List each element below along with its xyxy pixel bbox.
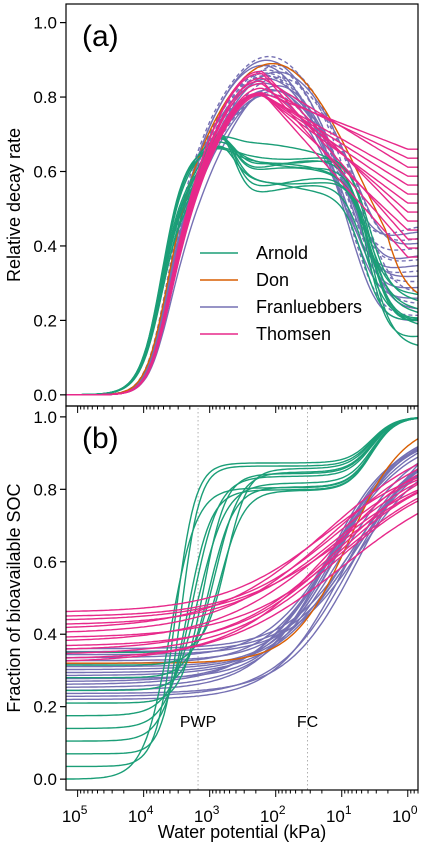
- y-tick-label: 0.0: [33, 386, 57, 405]
- series-line-franluebbers: [66, 471, 418, 650]
- panel-b: 0.0 0.2 0.4 0.6 0.8 1.0 105 104 103 102 101 100 PWP F…: [4, 405, 419, 842]
- series-line-thomsen: [66, 489, 418, 641]
- y-axis-label: Relative decay rate: [4, 128, 24, 282]
- series-line-franluebbers: [66, 480, 418, 656]
- x-tick-label: 100: [392, 803, 418, 826]
- series-line-thomsen: [66, 477, 418, 613]
- y-axis-label: Fraction of bioavailable SOC: [4, 483, 24, 712]
- y-tick-label: 0.4: [33, 625, 57, 644]
- reference-label-pwp: PWP: [180, 714, 216, 731]
- series-line-arnold: [66, 417, 418, 666]
- x-tick-label: 102: [260, 803, 286, 826]
- y-tick-label: 0.6: [33, 163, 57, 182]
- series-line-thomsen: [66, 492, 418, 647]
- series-line-thomsen: [66, 500, 418, 654]
- series-line-franluebbers: [66, 77, 418, 396]
- curves: [66, 417, 418, 780]
- reference-label-fc: FC: [297, 714, 318, 731]
- series-line-arnold: [66, 417, 418, 653]
- series-line-thomsen: [66, 483, 418, 650]
- series-line-thomsen: [66, 512, 418, 662]
- curves: [66, 55, 418, 396]
- panel-a: 0.0 0.2 0.4 0.6 0.8 1.0 (a) Relative decay rate…: [4, 3, 419, 413]
- series-line-thomsen: [66, 479, 418, 617]
- legend-label-thomsen: Thomsen: [256, 324, 331, 344]
- y-tick-label: 0.2: [33, 698, 57, 717]
- series-line-franluebbers: [66, 446, 418, 668]
- series-line-thomsen: [66, 491, 418, 621]
- y-tick-label: 0.8: [33, 480, 57, 499]
- series-line-franluebbers: [66, 448, 418, 674]
- legend-label-don: Don: [256, 270, 289, 290]
- series-line-arnold: [66, 146, 418, 396]
- series-line-franluebbers: [66, 464, 418, 695]
- series-line-arnold: [66, 417, 418, 768]
- series-line-arnold: [66, 417, 418, 755]
- y-tick-label: 1.0: [33, 14, 57, 33]
- series-line-thomsen: [66, 463, 418, 629]
- series-line-don: [66, 438, 418, 664]
- series-line-thomsen: [66, 481, 418, 625]
- x-tick-label: 105: [62, 803, 88, 826]
- series-line-franluebbers: [66, 447, 418, 662]
- y-tick-label: 0.0: [33, 770, 57, 789]
- legend-label-arnold: Arnold: [256, 243, 308, 263]
- legend: Arnold Don Franluebbers Thomsen: [200, 243, 362, 344]
- series-line-arnold: [66, 417, 418, 704]
- y-tick-label: 0.8: [33, 88, 57, 107]
- series-line-arnold: [66, 147, 418, 396]
- series-line-arnold: [66, 417, 418, 730]
- x-tick-label: 101: [326, 803, 352, 826]
- y-tick-label: 0.2: [33, 311, 57, 330]
- plot-frame: [65, 405, 419, 791]
- panel-label: (a): [82, 20, 119, 53]
- legend-label-franluebbers: Franluebbers: [256, 297, 362, 317]
- y-tick-label: 0.6: [33, 553, 57, 572]
- y-tick-label: 0.4: [33, 237, 57, 256]
- x-axis-label: Water potential (kPa): [158, 822, 326, 842]
- series-line-arnold: [66, 417, 418, 679]
- series-line-thomsen: [66, 497, 418, 638]
- x-tick-label: 104: [128, 803, 154, 826]
- y-tick-label: 1.0: [33, 408, 57, 427]
- x-tick-label: 103: [194, 803, 220, 826]
- series-line-arnold: [66, 417, 418, 780]
- series-line-thomsen: [66, 92, 418, 396]
- panel-label: (b): [82, 422, 119, 455]
- series-line-arnold: [66, 136, 418, 396]
